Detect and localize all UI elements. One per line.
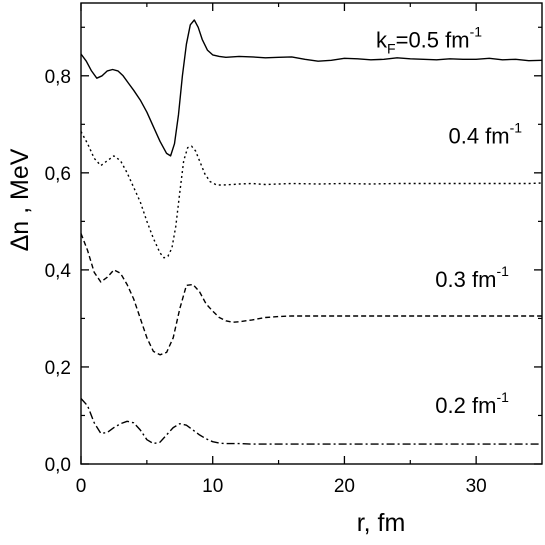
curve-label-1: kF=0.5 fm-1 [376, 24, 482, 57]
x-tick-label: 10 [202, 476, 223, 497]
x-tick-label: 20 [334, 476, 355, 497]
curve-label-4: 0.2 fm-1 [435, 389, 509, 418]
annotations-group: kF=0.5 fm-1 0.4 fm-1 0.3 fm-1 0.2 fm-1 [376, 24, 522, 418]
series-line-3 [80, 233, 542, 356]
x-tick-label: 0 [76, 476, 87, 497]
curve-label-2: 0.4 fm-1 [448, 120, 522, 149]
x-axis-label: r, fm [357, 509, 406, 537]
y-tick-label: 0,2 [45, 358, 71, 379]
y-tick-label: 0,8 [45, 67, 71, 88]
y-tick-label: 0,6 [45, 164, 71, 185]
series-line-4 [80, 398, 542, 445]
y-tick-label: 0,4 [45, 261, 72, 282]
y-axis-label: Δn , MeV [6, 148, 34, 251]
series-line-2 [80, 131, 543, 259]
y-tick-label: 0,0 [45, 455, 71, 476]
curve-label-3: 0.3 fm-1 [435, 263, 509, 292]
axis-ticks: 0 10 20 30 0,0 0,2 0,4 0,6 0,8 [45, 3, 542, 497]
series-line-1 [80, 19, 543, 157]
x-tick-label: 30 [466, 476, 487, 497]
series-group [80, 19, 543, 445]
